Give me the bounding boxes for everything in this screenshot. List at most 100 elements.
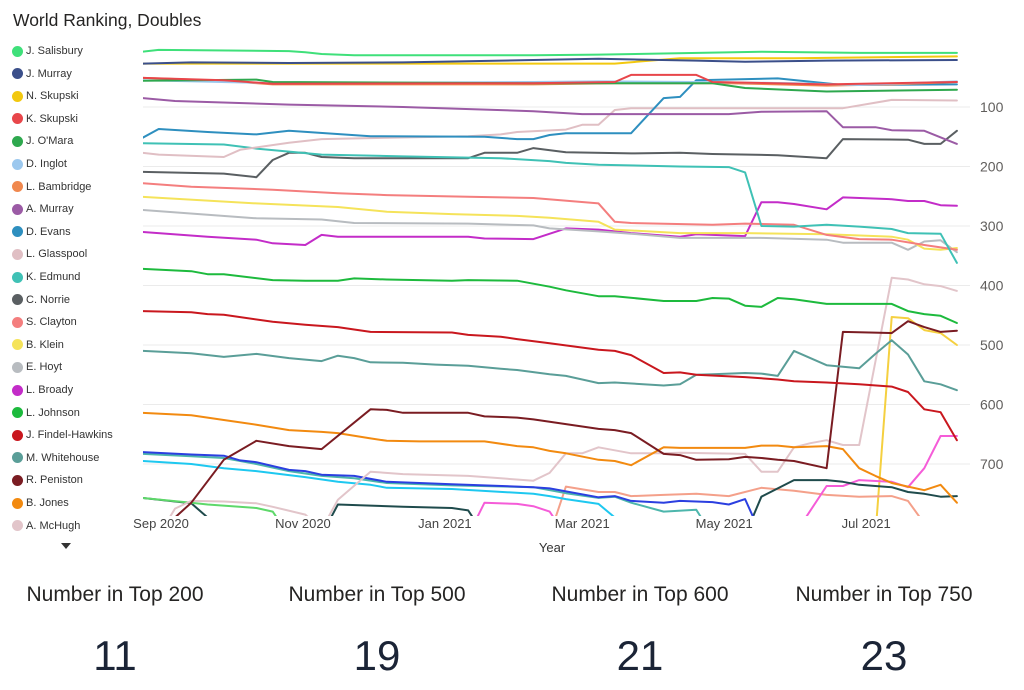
y-tick-label: 300: [980, 218, 1004, 234]
legend-label: R. Peniston: [26, 474, 83, 487]
y-tick-label: 600: [980, 397, 1004, 413]
legend-label: B. Klein: [26, 338, 64, 351]
kpi-label: Number in Top 500: [288, 583, 466, 606]
kpi-card-top-500: Number in Top 500 19: [246, 578, 508, 688]
kpi-card-top-600: Number in Top 600 21: [509, 578, 771, 688]
legend-item-l-bambridge[interactable]: L. Bambridge: [12, 179, 91, 195]
y-tick-label: 400: [980, 278, 1004, 294]
legend-item-s-clayton[interactable]: S. Clayton: [12, 314, 77, 330]
legend-dot-icon: [12, 248, 23, 260]
legend-dot-icon: [12, 497, 23, 509]
legend-item-m-whitehouse[interactable]: M. Whitehouse: [12, 450, 99, 466]
legend-item-l-glasspool[interactable]: L. Glasspool: [12, 246, 87, 262]
series-line-unlabeled-8[interactable]: [142, 451, 761, 535]
legend-dot-icon: [12, 226, 23, 238]
legend-dot-icon: [12, 384, 23, 396]
x-tick-label: Nov 2020: [275, 516, 331, 531]
kpi-label: Number in Top 600: [551, 583, 729, 606]
series-line-unlabeled-3[interactable]: [468, 435, 958, 535]
legend-label: A. Murray: [26, 203, 74, 216]
series-line-c-norrie[interactable]: [142, 129, 958, 179]
legend-item-n-skupski[interactable]: N. Skupski: [12, 88, 79, 104]
series-line-l-glasspool[interactable]: [142, 98, 958, 158]
series-line-j-findel-hawkins[interactable]: [142, 310, 958, 442]
legend-label: L. Broady: [26, 384, 74, 396]
legend-item-l-broady[interactable]: L. Broady: [12, 382, 73, 398]
x-axis: Sep 2020 Nov 2020 Jan 2021 Mar 2021 May 2021…: [133, 516, 891, 531]
legend-label: A. McHugh: [26, 519, 81, 532]
legend-label: M. Whitehouse: [26, 451, 100, 464]
legend-dot-icon: [12, 158, 23, 170]
legend-item-e-hoyt[interactable]: E. Hoyt: [12, 359, 62, 375]
x-axis-title: Year: [539, 540, 566, 555]
legend-dot-icon: [12, 90, 23, 102]
legend-dot-icon: [12, 45, 23, 57]
legend-dot-icon: [12, 452, 23, 464]
legend-item-j-o-mara[interactable]: J. O'Mara: [12, 133, 73, 149]
legend-item-j-salisbury[interactable]: J. Salisbury: [12, 43, 83, 59]
series-line-s-clayton[interactable]: [142, 182, 958, 251]
legend-label: K. Edmund: [26, 271, 81, 283]
series-line-unlabeled-5[interactable]: [142, 496, 289, 536]
series-line-j-o-mara[interactable]: [142, 78, 958, 93]
series-line-k-edmund[interactable]: [142, 142, 958, 264]
series-line-m-whitehouse[interactable]: [142, 339, 958, 392]
legend-item-r-peniston[interactable]: R. Peniston: [12, 472, 83, 488]
legend-label: B. Jones: [26, 497, 69, 509]
series-line-a-murray[interactable]: [142, 97, 958, 145]
x-tick-label: Jan 2021: [418, 516, 472, 531]
series-line-j-murray[interactable]: [142, 57, 958, 65]
series-line-e-hoyt[interactable]: [142, 208, 958, 254]
series-line-unlabeled-1[interactable]: [875, 316, 958, 535]
series-line-unlabeled-6[interactable]: [142, 460, 615, 518]
legend-item-c-norrie[interactable]: C. Norrie: [12, 292, 70, 308]
series-line-r-peniston[interactable]: [159, 320, 958, 541]
kpi-card-top-200: Number in Top 200 11: [0, 578, 246, 688]
legend-item-a-mchugh[interactable]: A. McHugh: [12, 518, 80, 534]
series-line-unlabeled-2[interactable]: [550, 485, 925, 536]
legend-item-k-skupski[interactable]: K. Skupski: [12, 111, 78, 127]
y-tick-label: 700: [980, 456, 1004, 472]
y-tick-label: 200: [980, 159, 1004, 175]
kpi-card-top-750: Number in Top 750 23: [753, 578, 1015, 688]
legend-dot-icon: [12, 68, 23, 80]
legend-dot-icon: [12, 294, 23, 306]
kpi-value: 21: [616, 632, 664, 679]
y-tick-label: 500: [980, 337, 1004, 353]
kpi-value: 11: [93, 632, 137, 679]
legend-dot-icon: [12, 316, 23, 328]
legend-label: J. Salisbury: [26, 45, 83, 57]
legend-item-l-johnson[interactable]: L. Johnson: [12, 405, 80, 421]
kpi-label: Number in Top 750: [795, 583, 973, 606]
legend-item-j-findel-hawkins[interactable]: J. Findel-Hawkins: [12, 427, 113, 443]
legend-dot-icon: [12, 113, 23, 125]
triangle-down-icon[interactable]: [61, 543, 71, 549]
series-line-b-jones[interactable]: [142, 411, 958, 504]
legend-dot-icon: [12, 429, 23, 441]
legend-item-b-klein[interactable]: B. Klein: [12, 337, 64, 353]
series-line-a-mchugh[interactable]: [159, 276, 958, 536]
legend-label: D. Evans: [26, 225, 71, 238]
chart-title: World Ranking, Doubles: [13, 10, 202, 30]
legend-dot-icon: [12, 181, 23, 193]
legend-item-d-inglot[interactable]: D. Inglot: [12, 156, 67, 172]
legend-label: L. Johnson: [26, 406, 80, 419]
series-line-k-skupski[interactable]: [142, 73, 958, 86]
legend-label: J. Murray: [26, 67, 72, 80]
legend-label: N. Skupski: [26, 90, 79, 103]
kpi-value: 19: [353, 632, 401, 679]
legend-label: L. Bambridge: [26, 180, 92, 193]
legend-item-d-evans[interactable]: D. Evans: [12, 224, 71, 240]
series-line-unlabeled-4[interactable]: [142, 479, 958, 535]
legend-item-a-murray[interactable]: A. Murray: [12, 201, 74, 217]
kpi-value: 23: [860, 632, 908, 679]
legend-item-k-edmund[interactable]: K. Edmund: [12, 269, 80, 285]
series-line-l-johnson[interactable]: [142, 267, 958, 324]
legend-dot-icon: [12, 520, 23, 532]
legend-item-b-jones[interactable]: B. Jones: [12, 495, 69, 511]
legend-dot-icon: [12, 271, 23, 283]
series-line-j-salisbury[interactable]: [142, 48, 958, 57]
legend-dot-icon: [12, 203, 23, 215]
legend-label: J. O'Mara: [26, 135, 74, 148]
legend-item-j-murray[interactable]: J. Murray: [12, 66, 72, 82]
